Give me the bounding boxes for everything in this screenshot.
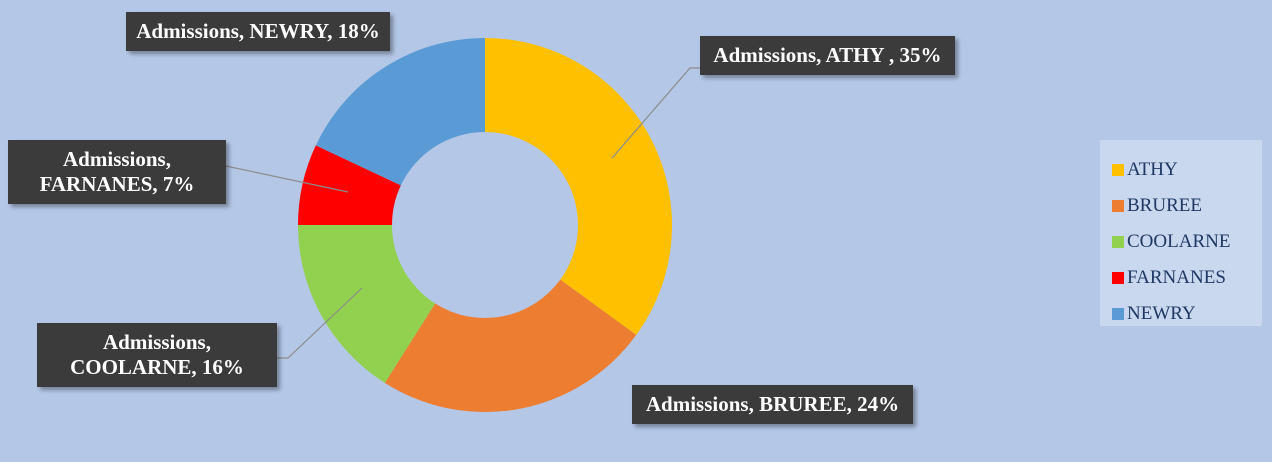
legend-swatch [1112, 236, 1124, 248]
legend-label: COOLARNE [1127, 231, 1231, 252]
leader-line [277, 287, 363, 359]
data-label: Admissions, ATHY , 35% [700, 36, 955, 75]
legend-label: BRUREE [1127, 195, 1202, 216]
legend-item: ATHY [1112, 152, 1262, 188]
legend-item: COOLARNE [1112, 224, 1262, 260]
legend-item: FARNANES [1112, 260, 1262, 296]
legend-item: BRUREE [1112, 188, 1262, 224]
donut-slice [384, 279, 637, 412]
donut-slice [485, 38, 672, 335]
legend-swatch [1112, 164, 1124, 176]
data-label: Admissions, COOLARNE, 16% [37, 323, 277, 387]
legend-swatch [1112, 308, 1124, 320]
legend-item: NEWRY [1112, 296, 1262, 332]
donut-slice [315, 38, 485, 186]
legend-label: ATHY [1127, 159, 1178, 180]
legend-swatch [1112, 272, 1124, 284]
data-label: Admissions, NEWRY, 18% [126, 12, 390, 51]
legend: ATHY BRUREE COOLARNE FARNANES NEWRY [1100, 140, 1262, 326]
legend-label: NEWRY [1127, 303, 1196, 324]
data-label: Admissions, FARNANES, 7% [8, 140, 226, 204]
legend-label: FARNANES [1127, 267, 1226, 288]
data-label: Admissions, BRUREE, 24% [632, 385, 913, 424]
leader-line [611, 67, 700, 159]
legend-swatch [1112, 200, 1124, 212]
donut-slice [298, 225, 436, 383]
leader-line [225, 165, 349, 193]
donut-slice [298, 145, 401, 225]
